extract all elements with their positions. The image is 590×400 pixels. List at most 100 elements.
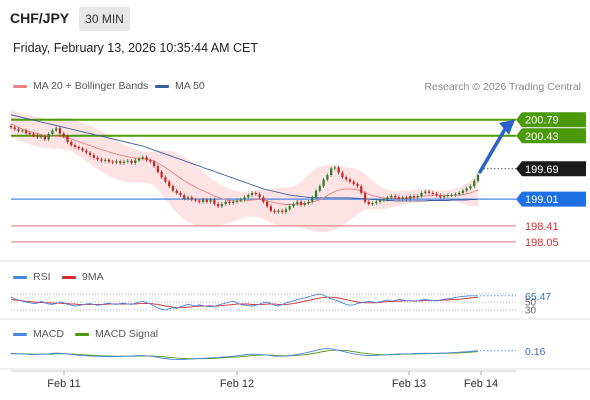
candle	[179, 191, 182, 197]
candle	[111, 159, 114, 165]
candle	[356, 182, 359, 188]
candle	[81, 146, 84, 153]
candle	[386, 195, 389, 202]
candle	[21, 128, 24, 133]
candle-body	[367, 201, 370, 205]
candle-body	[9, 125, 13, 128]
candle-body	[250, 192, 254, 196]
copyright-label: Research © 2026 Trading Central	[424, 81, 581, 93]
candle	[149, 158, 152, 164]
level-tag-label: 198.41	[525, 221, 559, 233]
rsi-swatch	[13, 275, 27, 279]
candle	[288, 204, 291, 212]
candle-body	[175, 190, 178, 193]
candle	[299, 200, 303, 207]
candle-body	[386, 197, 389, 200]
rsi-reference-label: 50	[525, 298, 537, 309]
candle	[190, 195, 193, 202]
candle	[137, 156, 141, 163]
candle-body	[100, 159, 103, 161]
candle	[269, 204, 272, 213]
candle-body	[209, 199, 212, 202]
candle	[183, 193, 186, 201]
candle-body	[262, 197, 265, 202]
level-tag-box	[516, 112, 586, 128]
candle	[250, 191, 254, 197]
candle	[333, 165, 337, 171]
candle-body	[47, 134, 50, 140]
candle-body	[299, 201, 303, 205]
legend-rsi-ma: 9MA	[62, 271, 104, 283]
legend-rsi-ma-label: 9MA	[82, 271, 104, 283]
level-tag-box	[516, 128, 586, 144]
candle	[201, 197, 205, 204]
candle-body	[337, 167, 340, 173]
candle	[9, 124, 13, 130]
candle	[39, 134, 43, 139]
legend-ma20: MA 20 + Bollinger Bands	[13, 80, 148, 92]
candle-body	[77, 146, 80, 149]
candle	[461, 188, 465, 195]
candle	[465, 186, 468, 193]
candle	[476, 173, 480, 183]
candle-body	[397, 197, 401, 199]
candle	[337, 165, 340, 175]
candle-body	[311, 197, 314, 202]
candle	[77, 145, 80, 151]
candle	[454, 192, 457, 197]
legend-macd: MACD	[13, 328, 64, 340]
candle	[235, 198, 239, 204]
candle-body	[111, 161, 114, 163]
candle	[307, 200, 310, 205]
candle	[96, 155, 99, 162]
candle-body	[149, 160, 152, 162]
candle	[205, 197, 208, 204]
rsi-ma-line	[10, 296, 479, 309]
candle-body	[375, 201, 378, 204]
candle-body	[183, 195, 186, 199]
candle-body	[326, 175, 329, 180]
candle	[55, 126, 58, 133]
candle-body	[307, 201, 310, 204]
candle-body	[409, 196, 412, 199]
candle	[134, 158, 137, 165]
candle-body	[13, 127, 16, 130]
candle-body	[32, 134, 35, 136]
candle	[375, 200, 378, 205]
macd-line	[10, 348, 479, 361]
candle-body	[371, 203, 374, 205]
candle	[446, 193, 450, 198]
x-axis-tick-label: Feb 12	[220, 378, 254, 390]
candle-body	[115, 161, 118, 163]
candle-body	[28, 133, 31, 135]
candle	[405, 195, 408, 201]
candle	[213, 197, 216, 206]
rsi-line	[10, 293, 478, 311]
candle	[348, 177, 352, 184]
candle-body	[431, 192, 434, 194]
level-tag-label: 198.05	[525, 237, 559, 249]
candle	[168, 179, 171, 188]
candle	[394, 194, 397, 200]
timeframe-button[interactable]: 30 MIN	[79, 7, 130, 31]
candle-body	[107, 159, 111, 162]
level-tag-support: 198.41	[525, 221, 559, 233]
candle	[258, 192, 261, 200]
candle-body	[232, 201, 235, 204]
candle-body	[239, 199, 242, 201]
candle	[412, 194, 416, 200]
candle	[224, 200, 227, 206]
candle-body	[412, 196, 416, 198]
top-bar: CHF/JPY 30 MIN	[0, 0, 590, 36]
candle-body	[85, 150, 88, 153]
candle-body	[345, 177, 348, 180]
candle-body	[284, 209, 288, 213]
candle	[175, 188, 178, 195]
candle	[47, 132, 50, 142]
candle	[427, 189, 431, 195]
level-tag-box	[516, 161, 586, 177]
candle-body	[24, 130, 28, 134]
candle-body	[58, 128, 62, 134]
candle-body	[51, 130, 54, 135]
